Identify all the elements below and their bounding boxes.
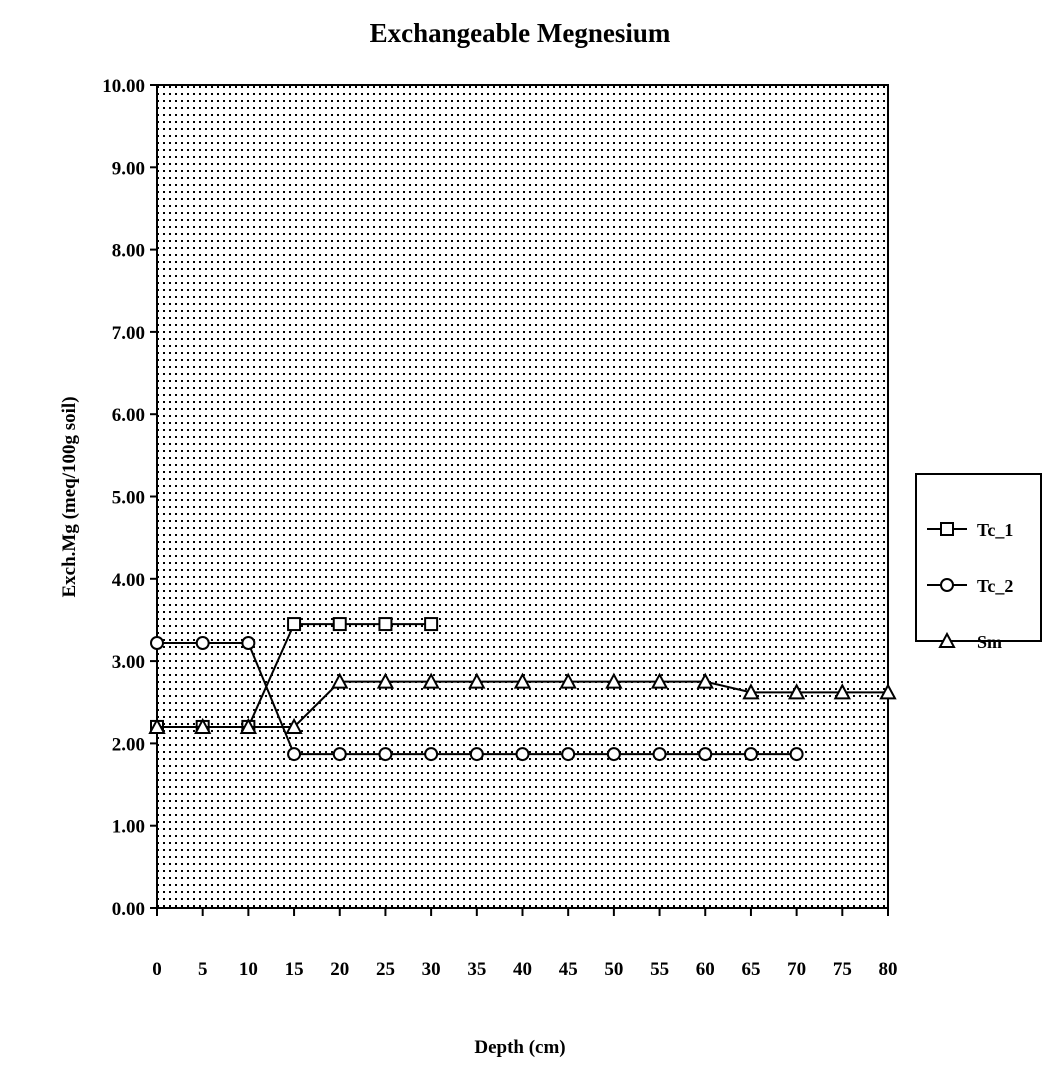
y-tick-label: 10.00 xyxy=(102,76,145,97)
x-tick-label: 0 xyxy=(152,959,162,980)
data-point-tc-2 xyxy=(150,635,164,650)
legend-marker xyxy=(938,631,956,648)
legend-label: Tc_2 xyxy=(977,576,1013,596)
legend-box xyxy=(915,473,1042,642)
series-layer xyxy=(148,617,897,762)
data-point-sm xyxy=(650,672,669,689)
data-point-sm xyxy=(559,672,577,689)
data-point-tc-2 xyxy=(241,635,256,650)
data-point-sm xyxy=(285,717,303,734)
data-point-tc-2 xyxy=(515,747,530,762)
x-tick-label: 25 xyxy=(376,959,395,980)
chart-title: Exchangeable Megnesium xyxy=(370,18,671,48)
data-point-sm xyxy=(468,672,486,689)
data-point-tc-2 xyxy=(698,747,713,762)
x-tick-label: 60 xyxy=(696,959,715,980)
x-tick-label: 35 xyxy=(467,959,486,980)
y-tick-label: 0.00 xyxy=(112,899,145,920)
x-tick-label: 70 xyxy=(787,959,806,980)
legend-marker xyxy=(940,522,954,536)
plot-area xyxy=(157,85,888,908)
data-point-sm xyxy=(742,683,760,700)
x-tick-label: 10 xyxy=(239,959,258,980)
x-tick-label: 80 xyxy=(879,959,898,980)
x-axis-ticks: 0 5 10 15 20 25 30 35 40 45 50 55 60 65 70 75 80 xyxy=(152,908,898,980)
data-point-tc-2 xyxy=(743,747,758,762)
legend-label: Sm xyxy=(977,632,1002,652)
data-point-sm xyxy=(787,683,806,700)
y-tick-label: 9.00 xyxy=(112,158,145,179)
y-axis-ticks: 0.00 1.00 2.00 3.00 4.00 5.00 6.00 7.00 8.00 9.00… xyxy=(102,76,157,920)
y-axis-label: Exch.Mg (meq/100g soil) xyxy=(59,396,80,597)
x-tick-label: 30 xyxy=(422,959,441,980)
data-point-tc-1 xyxy=(424,617,439,632)
x-tick-label: 15 xyxy=(285,959,304,980)
data-point-sm xyxy=(148,717,166,734)
data-point-tc-1 xyxy=(332,617,347,632)
legend-item-tc-1: Tc_1 xyxy=(927,520,1013,540)
x-tick-label: 50 xyxy=(604,959,623,980)
data-point-tc-2 xyxy=(789,747,804,762)
data-point-sm xyxy=(879,683,897,700)
x-tick-label: 45 xyxy=(559,959,578,980)
data-point-tc-2 xyxy=(561,747,576,762)
data-point-tc-2 xyxy=(287,747,302,762)
data-point-sm xyxy=(833,683,851,700)
legend-marker xyxy=(940,578,954,592)
legend-item-tc-2: Tc_2 xyxy=(927,576,1013,596)
x-tick-label: 55 xyxy=(650,959,669,980)
legend-label: Tc_1 xyxy=(977,520,1013,540)
y-tick-label: 7.00 xyxy=(112,323,145,344)
data-point-tc-2 xyxy=(195,635,210,650)
y-tick-label: 6.00 xyxy=(112,405,145,426)
x-tick-label: 75 xyxy=(833,959,852,980)
data-point-sm xyxy=(422,672,440,689)
x-tick-label: 20 xyxy=(330,959,349,980)
y-tick-label: 8.00 xyxy=(112,241,145,262)
x-tick-label: 65 xyxy=(741,959,760,980)
data-point-sm xyxy=(331,672,349,689)
data-point-tc-1 xyxy=(287,617,302,632)
x-axis-label: Depth (cm) xyxy=(474,1037,565,1058)
data-point-tc-2 xyxy=(652,747,667,762)
series-sm xyxy=(148,672,897,734)
series-tc-2 xyxy=(150,635,804,762)
data-point-sm xyxy=(194,717,212,734)
x-tick-label: 5 xyxy=(198,959,208,980)
y-tick-label: 4.00 xyxy=(112,570,145,591)
data-point-sm xyxy=(239,717,258,734)
y-tick-label: 1.00 xyxy=(112,817,145,838)
data-point-tc-2 xyxy=(332,747,347,762)
data-point-sm xyxy=(696,672,714,689)
y-tick-label: 3.00 xyxy=(112,652,145,673)
y-tick-label: 5.00 xyxy=(112,488,145,509)
data-point-tc-1 xyxy=(378,617,393,632)
legend-item-sm: Sm xyxy=(927,631,1002,652)
y-tick-label: 2.00 xyxy=(112,734,145,755)
data-point-sm xyxy=(376,672,395,689)
data-point-tc-2 xyxy=(378,747,393,762)
data-point-tc-2 xyxy=(469,747,484,762)
data-point-sm xyxy=(605,672,623,689)
x-tick-label: 40 xyxy=(513,959,532,980)
legend: Tc_1 Tc_2 Sm xyxy=(915,473,1042,652)
data-point-tc-2 xyxy=(424,747,439,762)
data-point-tc-2 xyxy=(606,747,621,762)
data-point-sm xyxy=(513,672,532,689)
